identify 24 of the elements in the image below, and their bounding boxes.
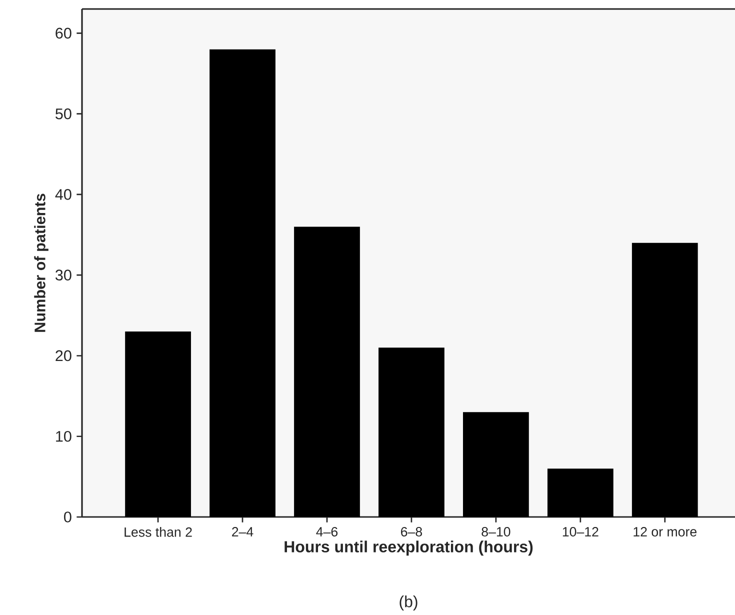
- bar: [210, 49, 276, 517]
- x-tick-label: Less than 2: [124, 527, 192, 537]
- bar: [294, 226, 360, 517]
- y-axis-title: Number of patients: [34, 194, 48, 332]
- x-tick-label: 8–10: [482, 527, 510, 536]
- bar: [547, 468, 614, 517]
- x-tick-label: 2–4: [232, 527, 254, 536]
- y-tick-label: 30: [55, 270, 72, 281]
- y-tick-label: 10: [56, 430, 72, 442]
- y-tick-label: 40: [55, 189, 72, 200]
- bar: [125, 332, 191, 517]
- bar: [462, 412, 529, 517]
- x-tick-label: 12 or more: [634, 527, 697, 536]
- y-tick-label: 60: [56, 28, 72, 39]
- bar: [378, 348, 444, 517]
- y-tick-label: 0: [64, 512, 72, 522]
- y-tick-label: 20: [56, 350, 72, 362]
- text: (b): [400, 596, 418, 610]
- x-tick-label: 10–12: [562, 527, 598, 536]
- x-tick-label: 6–8: [401, 527, 422, 536]
- x-tick-label: 4–6: [316, 527, 338, 536]
- y-tick-label: 50: [56, 108, 72, 120]
- bar: [632, 242, 698, 517]
- x-axis-title: Hours until reexploration (hours): [284, 540, 533, 556]
